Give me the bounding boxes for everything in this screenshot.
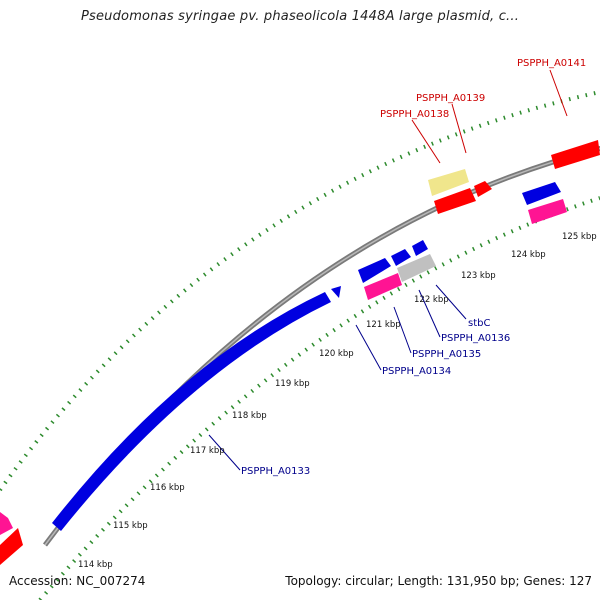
gene-PSPPH_A0139[interactable] bbox=[434, 188, 476, 214]
tick-label: 122 kbp bbox=[414, 295, 449, 305]
gene-pink-124[interactable] bbox=[528, 199, 567, 224]
tick-label: 123 kbp bbox=[461, 271, 496, 281]
tick-label: 124 kbp bbox=[511, 250, 546, 260]
map-title: Pseudomonas syringae pv. phaseolicola 14… bbox=[80, 9, 520, 24]
gene-PSPPH_A0133-cap[interactable] bbox=[331, 286, 341, 298]
gene-PSPPH_A0133[interactable] bbox=[52, 292, 331, 531]
tick-label: 115 kbp bbox=[113, 521, 148, 531]
tick-label: 114 kbp bbox=[78, 560, 113, 570]
tick-labels: 114 kbp 115 kbp 116 kbp 117 kbp 118 kbp … bbox=[78, 232, 597, 570]
plasmid-backbone-highlight bbox=[44, 147, 600, 546]
gene-PSPPH_A0134-pink[interactable] bbox=[364, 273, 402, 300]
gene-PSPPH_A0136[interactable] bbox=[412, 240, 428, 256]
gene-label-PSPPH_A0133[interactable]: PSPPH_A0133 bbox=[241, 466, 310, 477]
gene-stbC[interactable] bbox=[397, 254, 436, 282]
gene-PSPPH_A0141[interactable] bbox=[551, 140, 600, 169]
tick-label: 119 kbp bbox=[275, 379, 310, 389]
leader-stbC bbox=[435, 284, 467, 320]
gene-label-PSPPH_A0138[interactable]: PSPPH_A0138 bbox=[380, 109, 449, 120]
gene-label-stbC[interactable]: stbC bbox=[468, 318, 490, 329]
leader-PSPPH_A0134 bbox=[355, 324, 382, 371]
gene-PSPPH_A0138[interactable] bbox=[428, 169, 469, 196]
gene-label-PSPPH_A0135[interactable]: PSPPH_A0135 bbox=[412, 349, 481, 360]
tick-label: 117 kbp bbox=[190, 446, 225, 456]
plasmid-backbone bbox=[42, 145, 600, 547]
tick-label: 120 kbp bbox=[319, 349, 354, 359]
leader-PSPPH_A0133 bbox=[208, 434, 241, 471]
leader-PSPPH_A0139 bbox=[451, 103, 467, 154]
gene-label-PSPPH_A0134[interactable]: PSPPH_A0134 bbox=[382, 366, 451, 377]
gene-label-PSPPH_A0141[interactable]: PSPPH_A0141 bbox=[517, 58, 586, 69]
gene-label-PSPPH_A0136[interactable]: PSPPH_A0136 bbox=[441, 333, 510, 344]
outer-tick-ring bbox=[0, 90, 600, 492]
gene-blue-124[interactable] bbox=[522, 182, 561, 205]
tick-label: 116 kbp bbox=[150, 483, 185, 493]
gene-label-PSPPH_A0139[interactable]: PSPPH_A0139 bbox=[416, 93, 485, 104]
accession-label: Accession: NC_007274 bbox=[9, 574, 146, 588]
leader-PSPPH_A0135 bbox=[393, 306, 412, 354]
gene-PSPPH_A0134[interactable] bbox=[358, 258, 391, 283]
tick-label: 121 kbp bbox=[366, 320, 401, 330]
gene-PSPPH_A0139-b[interactable] bbox=[474, 181, 492, 197]
topology-summary: Topology: circular; Length: 131,950 bp; … bbox=[285, 574, 592, 588]
inner-tick-ring bbox=[38, 196, 600, 600]
leader-PSPPH_A0136 bbox=[418, 289, 441, 338]
tick-label: 125 kbp bbox=[562, 232, 597, 242]
tick-label: 118 kbp bbox=[232, 411, 267, 421]
gene-left-red[interactable] bbox=[0, 528, 23, 565]
leader-PSPPH_A0141 bbox=[549, 69, 568, 117]
gene-PSPPH_A0135[interactable] bbox=[391, 249, 411, 266]
leader-PSPPH_A0138 bbox=[411, 119, 441, 164]
gene-left-pink[interactable] bbox=[0, 512, 13, 535]
